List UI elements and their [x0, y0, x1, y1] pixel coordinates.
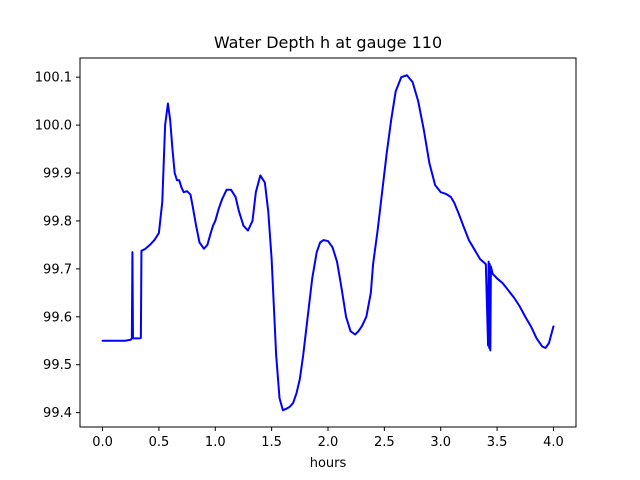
x-tick-label: 4.0	[543, 435, 564, 450]
axis-ticks: 0.0 0.5 1.0 1.5 2.0 2.5 3.0 3.5 4.0 99.4 99.5 99.6 9…	[35, 71, 564, 450]
y-tick-label: 99.5	[43, 358, 72, 373]
y-tick-label: 99.4	[43, 406, 72, 421]
x-tick-label: 0.0	[92, 435, 113, 450]
y-tick-label: 100.0	[35, 119, 72, 134]
x-tick-label: 3.0	[430, 435, 451, 450]
x-axis-label: hours	[310, 456, 347, 471]
x-tick-label: 2.0	[318, 435, 339, 450]
x-tick-label: 1.5	[261, 435, 282, 450]
y-tick-label: 99.7	[43, 262, 72, 277]
y-tick-label: 100.1	[35, 71, 72, 86]
axes-frame	[79, 57, 577, 428]
x-tick-label: 3.5	[487, 435, 508, 450]
chart-title: Water Depth h at gauge 110	[214, 33, 442, 52]
x-tick-label: 0.5	[149, 435, 170, 450]
y-tick-label: 99.9	[43, 167, 72, 182]
x-tick-label: 1.0	[205, 435, 226, 450]
y-tick-label: 99.6	[43, 310, 72, 325]
y-tick-label: 99.8	[43, 214, 72, 229]
plot-area	[101, 74, 555, 412]
x-tick-label: 2.5	[374, 435, 395, 450]
series-line-0	[101, 74, 555, 412]
